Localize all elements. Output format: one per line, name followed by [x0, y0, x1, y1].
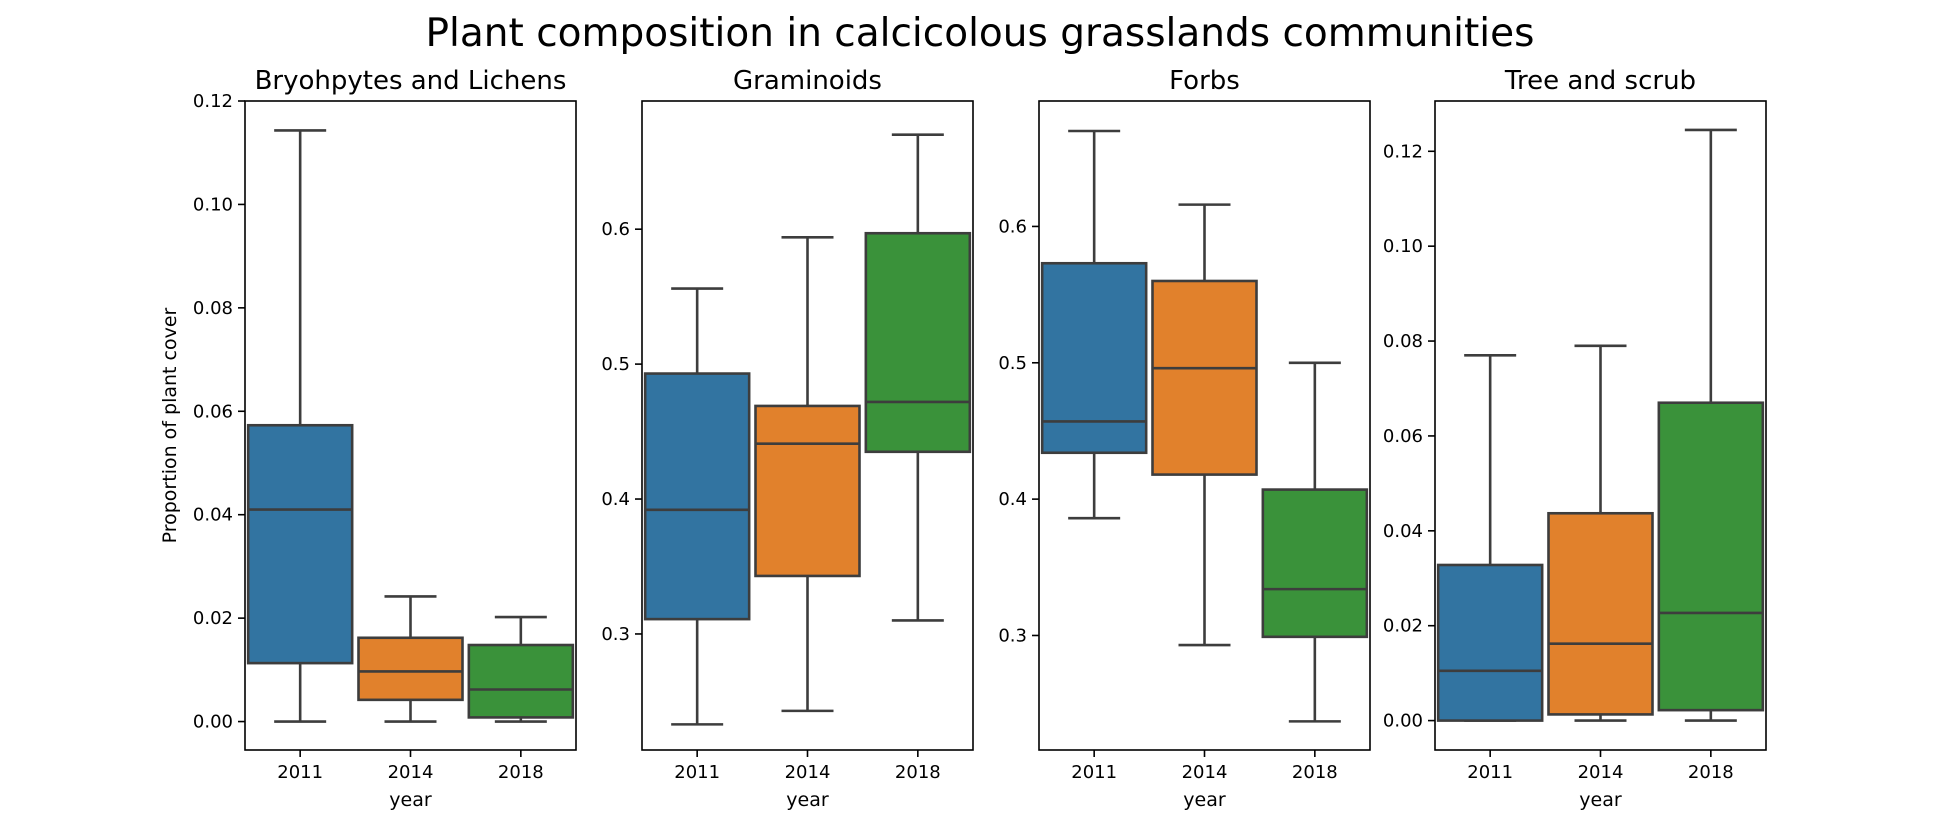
box-2014: [1547, 344, 1654, 722]
x-axis-label: year: [389, 789, 432, 811]
panel-2: 0.3 0.4 0.5 0.6 2011 2014 2018 Graminoids year: [601, 66, 974, 811]
box-body: [1040, 261, 1148, 455]
y-tick-label: 0.00: [1383, 711, 1423, 732]
box-body: [643, 372, 751, 621]
y-tick-label: 0.06: [193, 401, 233, 422]
box-2014: [357, 595, 464, 723]
box-2014: [1151, 203, 1258, 647]
x-tick-label: 2011: [1467, 762, 1513, 783]
panel-title: Graminoids: [733, 66, 882, 96]
panel-title: Forbs: [1169, 66, 1240, 96]
figure-title: Plant composition in calcicolous grassla…: [426, 11, 1535, 56]
box-2011: [643, 287, 751, 726]
panel-1: 0.00 0.02 0.04 0.06 0.08 0.10 0.12 2011 2014 2018…: [159, 66, 577, 811]
panel-title: Tree and scrub: [1504, 66, 1696, 96]
box-body: [1436, 563, 1544, 722]
y-tick-label: 0.3: [601, 624, 630, 645]
y-tick-label: 0.4: [601, 489, 630, 510]
y-tick-label: 0.04: [193, 505, 233, 526]
box-body: [467, 643, 575, 719]
box-body: [246, 423, 354, 665]
box-body: [1657, 401, 1765, 712]
x-tick-label: 2011: [277, 762, 323, 783]
x-tick-label: 2014: [1578, 762, 1624, 783]
y-tick-label: 0.10: [193, 194, 233, 215]
y-tick-label: 0.12: [1383, 141, 1423, 162]
x-tick-label: 2018: [1688, 762, 1734, 783]
box-body: [357, 636, 464, 702]
box-2018: [467, 615, 575, 723]
y-tick-label: 0.12: [193, 91, 233, 112]
x-tick-label: 2014: [1182, 762, 1228, 783]
x-tick-label: 2014: [388, 762, 434, 783]
box-body: [1261, 488, 1369, 639]
box-2018: [1261, 361, 1369, 723]
x-tick-label: 2011: [1071, 762, 1117, 783]
box-body: [864, 231, 972, 454]
x-axis-label: year: [1183, 789, 1226, 811]
y-tick-label: 0.5: [998, 353, 1027, 374]
box-2018: [1657, 128, 1765, 722]
box-2014: [754, 235, 861, 713]
box-body: [1547, 511, 1654, 716]
y-tick-label: 0.5: [601, 354, 630, 375]
y-tick-label: 0.3: [998, 625, 1027, 646]
y-tick-label: 0.04: [1383, 521, 1423, 542]
x-tick-label: 2018: [1292, 762, 1338, 783]
y-tick-label: 0.6: [998, 216, 1027, 237]
panel-title: Bryohpytes and Lichens: [255, 66, 567, 96]
box-2011: [246, 129, 354, 723]
y-tick-label: 0.02: [193, 608, 233, 629]
x-tick-label: 2014: [785, 762, 831, 783]
panels: 0.00 0.02 0.04 0.06 0.08 0.10 0.12 2011 2014 2018…: [159, 66, 1767, 811]
y-tick-label: 0.06: [1383, 426, 1423, 447]
panel-3: 0.3 0.4 0.5 0.6 2011 2014 2018 Forbs year: [998, 66, 1371, 811]
box-body: [1151, 279, 1258, 476]
y-tick-label: 0.6: [601, 219, 630, 240]
x-tick-label: 2018: [498, 762, 544, 783]
x-axis-label: year: [1579, 789, 1622, 811]
y-tick-label: 0.4: [998, 489, 1027, 510]
box-2011: [1436, 353, 1544, 722]
x-axis-label: year: [786, 789, 829, 811]
box-2011: [1040, 129, 1148, 520]
x-tick-label: 2018: [895, 762, 941, 783]
y-tick-label: 0.10: [1383, 236, 1423, 257]
x-tick-label: 2011: [674, 762, 720, 783]
y-tick-label: 0.08: [1383, 331, 1423, 352]
panel-4: 0.00 0.02 0.04 0.06 0.08 0.10 0.12 2011 2014 2018…: [1383, 66, 1767, 811]
box-2018: [864, 133, 972, 622]
y-tick-label: 0.08: [193, 298, 233, 319]
box-body: [754, 404, 861, 578]
y-tick-label: 0.00: [193, 712, 233, 733]
y-tick-label: 0.02: [1383, 616, 1423, 637]
y-axis-label: Proportion of plant cover: [159, 307, 181, 543]
